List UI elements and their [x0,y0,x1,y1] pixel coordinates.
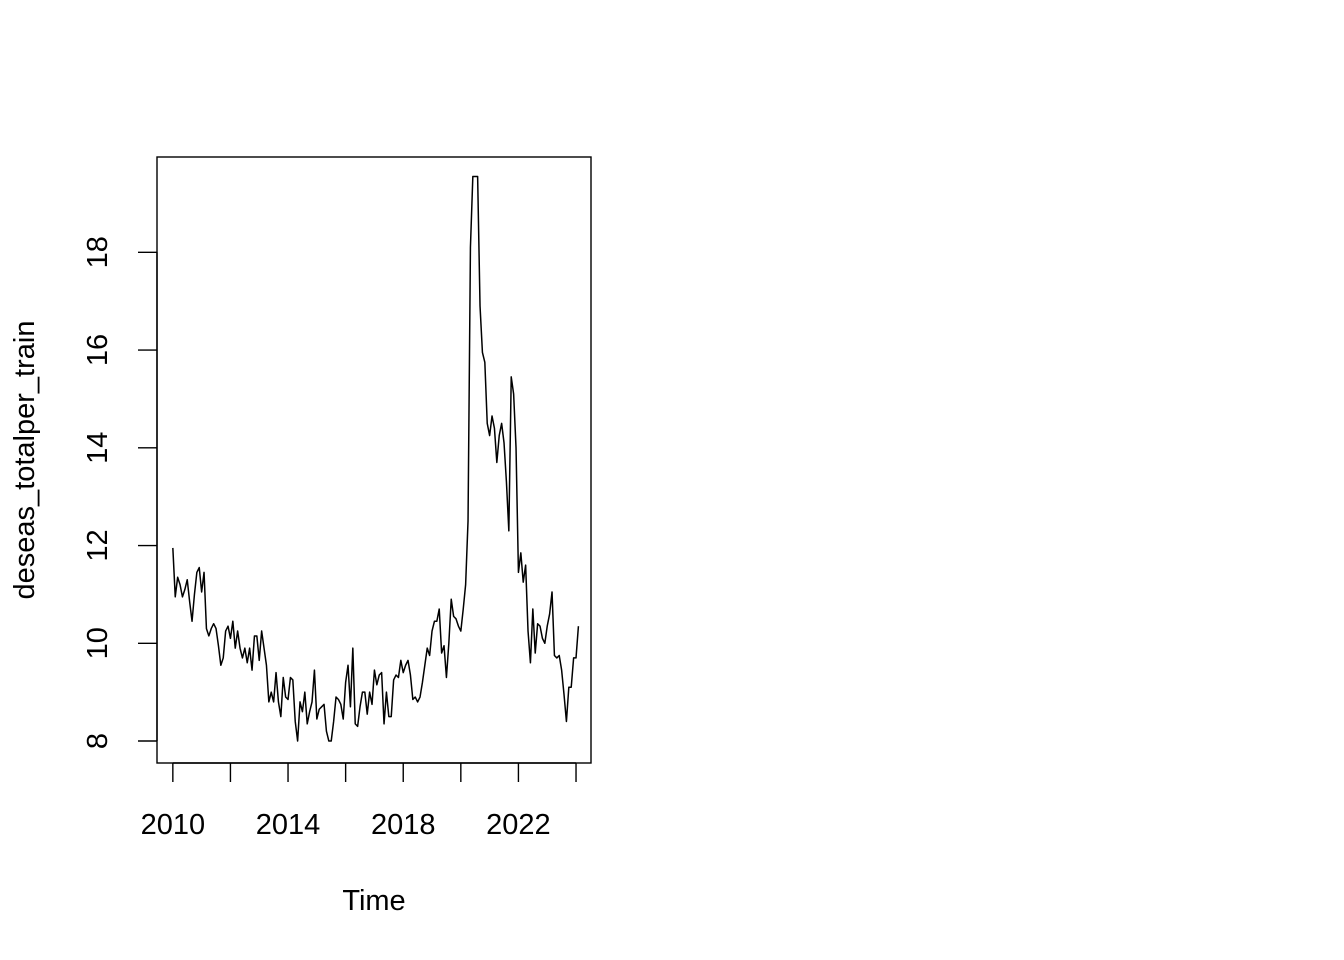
x-tick-label: 2022 [486,809,551,841]
y-tick-label: 18 [82,236,114,268]
y-tick-label: 8 [82,733,114,749]
y-axis-label: deseas_totalper_train [9,321,41,600]
y-tick-label: 14 [82,432,114,464]
x-axis: 2010 2014 2018 2022 [141,762,577,841]
data-line [172,175,580,742]
y-tick-label: 10 [82,627,114,659]
x-tick-label: 2018 [371,809,436,841]
y-tick-label: 12 [82,529,114,561]
x-axis-label: Time [342,885,405,917]
x-tick-label: 2010 [141,809,206,841]
y-axis: 8 10 12 14 16 18 [82,236,158,749]
x-tick-label: 2014 [256,809,321,841]
y-tick-label: 16 [82,334,114,366]
